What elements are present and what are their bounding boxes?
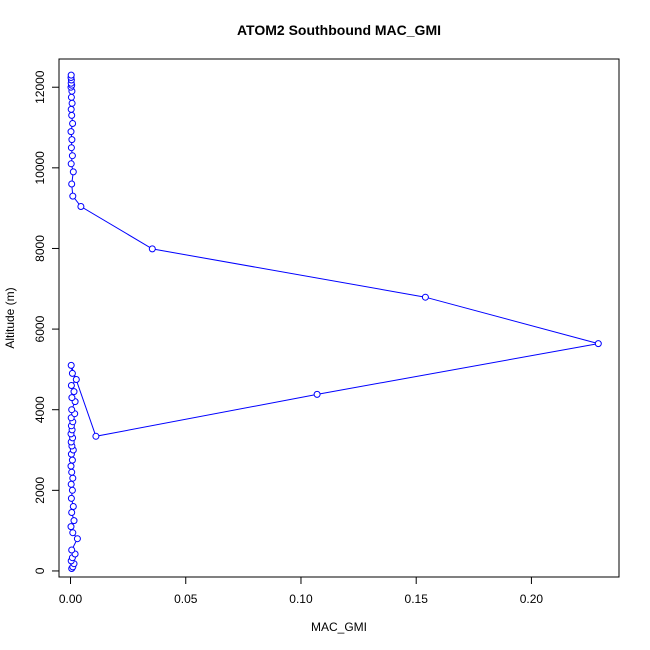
- y-tick-label: 8000: [33, 235, 47, 262]
- y-tick-label: 12000: [33, 70, 47, 104]
- data-point: [148, 245, 156, 253]
- data-point: [69, 120, 77, 127]
- data-point: [67, 105, 75, 113]
- data-point: [69, 168, 77, 176]
- data-point: [69, 503, 77, 510]
- x-tick-label: 0.15: [405, 592, 429, 606]
- data-point: [72, 376, 80, 383]
- data-point: [67, 160, 75, 168]
- x-tick-label: 0.00: [59, 592, 83, 606]
- data-point: [67, 480, 75, 488]
- data-point: [68, 406, 76, 414]
- data-point: [69, 474, 77, 482]
- data-point: [68, 486, 76, 494]
- data-point: [68, 468, 76, 476]
- data-point: [68, 99, 76, 107]
- y-axis-label: Altitude (m): [3, 287, 17, 348]
- data-point: [77, 203, 85, 210]
- y-tick-label: 0: [33, 567, 47, 574]
- data-point: [594, 340, 602, 348]
- y-tick-label: 4000: [33, 396, 47, 423]
- data-point: [68, 180, 76, 188]
- data-point: [68, 456, 76, 464]
- data-point: [67, 523, 75, 531]
- x-axis-label: MAC_GMI: [311, 620, 367, 634]
- data-point: [67, 144, 75, 152]
- y-axis: 0 2000 4000 6000 8000 10000 12000: [33, 70, 60, 574]
- x-tick-label: 0.05: [174, 592, 198, 606]
- y-tick-label: 6000: [33, 315, 47, 342]
- chart-title: ATOM2 Southbound MAC_GMI: [237, 22, 441, 38]
- data-point: [67, 361, 75, 369]
- data-point: [68, 369, 76, 377]
- data-point: [73, 535, 81, 543]
- data-point: [68, 509, 76, 516]
- x-tick-label: 0.20: [520, 592, 544, 606]
- data-point: [70, 388, 78, 396]
- x-axis: 0.00 0.05 0.10 0.15 0.20: [59, 576, 544, 606]
- data-point: [92, 432, 100, 440]
- data-point: [68, 152, 76, 160]
- data-point: [68, 394, 76, 402]
- y-tick-label: 2000: [33, 477, 47, 504]
- data-point: [68, 136, 76, 144]
- data-point: [69, 192, 77, 200]
- x-tick-label: 0.10: [289, 592, 313, 606]
- data-point: [70, 517, 78, 525]
- y-tick-label: 10000: [33, 151, 47, 185]
- data-point: [67, 382, 75, 389]
- data-point: [67, 494, 75, 502]
- data-point: [313, 390, 321, 398]
- data-point: [67, 71, 75, 79]
- data-point: [69, 529, 77, 537]
- data-point: [67, 93, 75, 101]
- series-layer: [67, 71, 602, 572]
- data-point: [67, 128, 75, 136]
- data-point: [68, 546, 76, 554]
- data-point: [67, 462, 75, 470]
- data-point: [421, 293, 429, 301]
- data-point: [68, 111, 76, 119]
